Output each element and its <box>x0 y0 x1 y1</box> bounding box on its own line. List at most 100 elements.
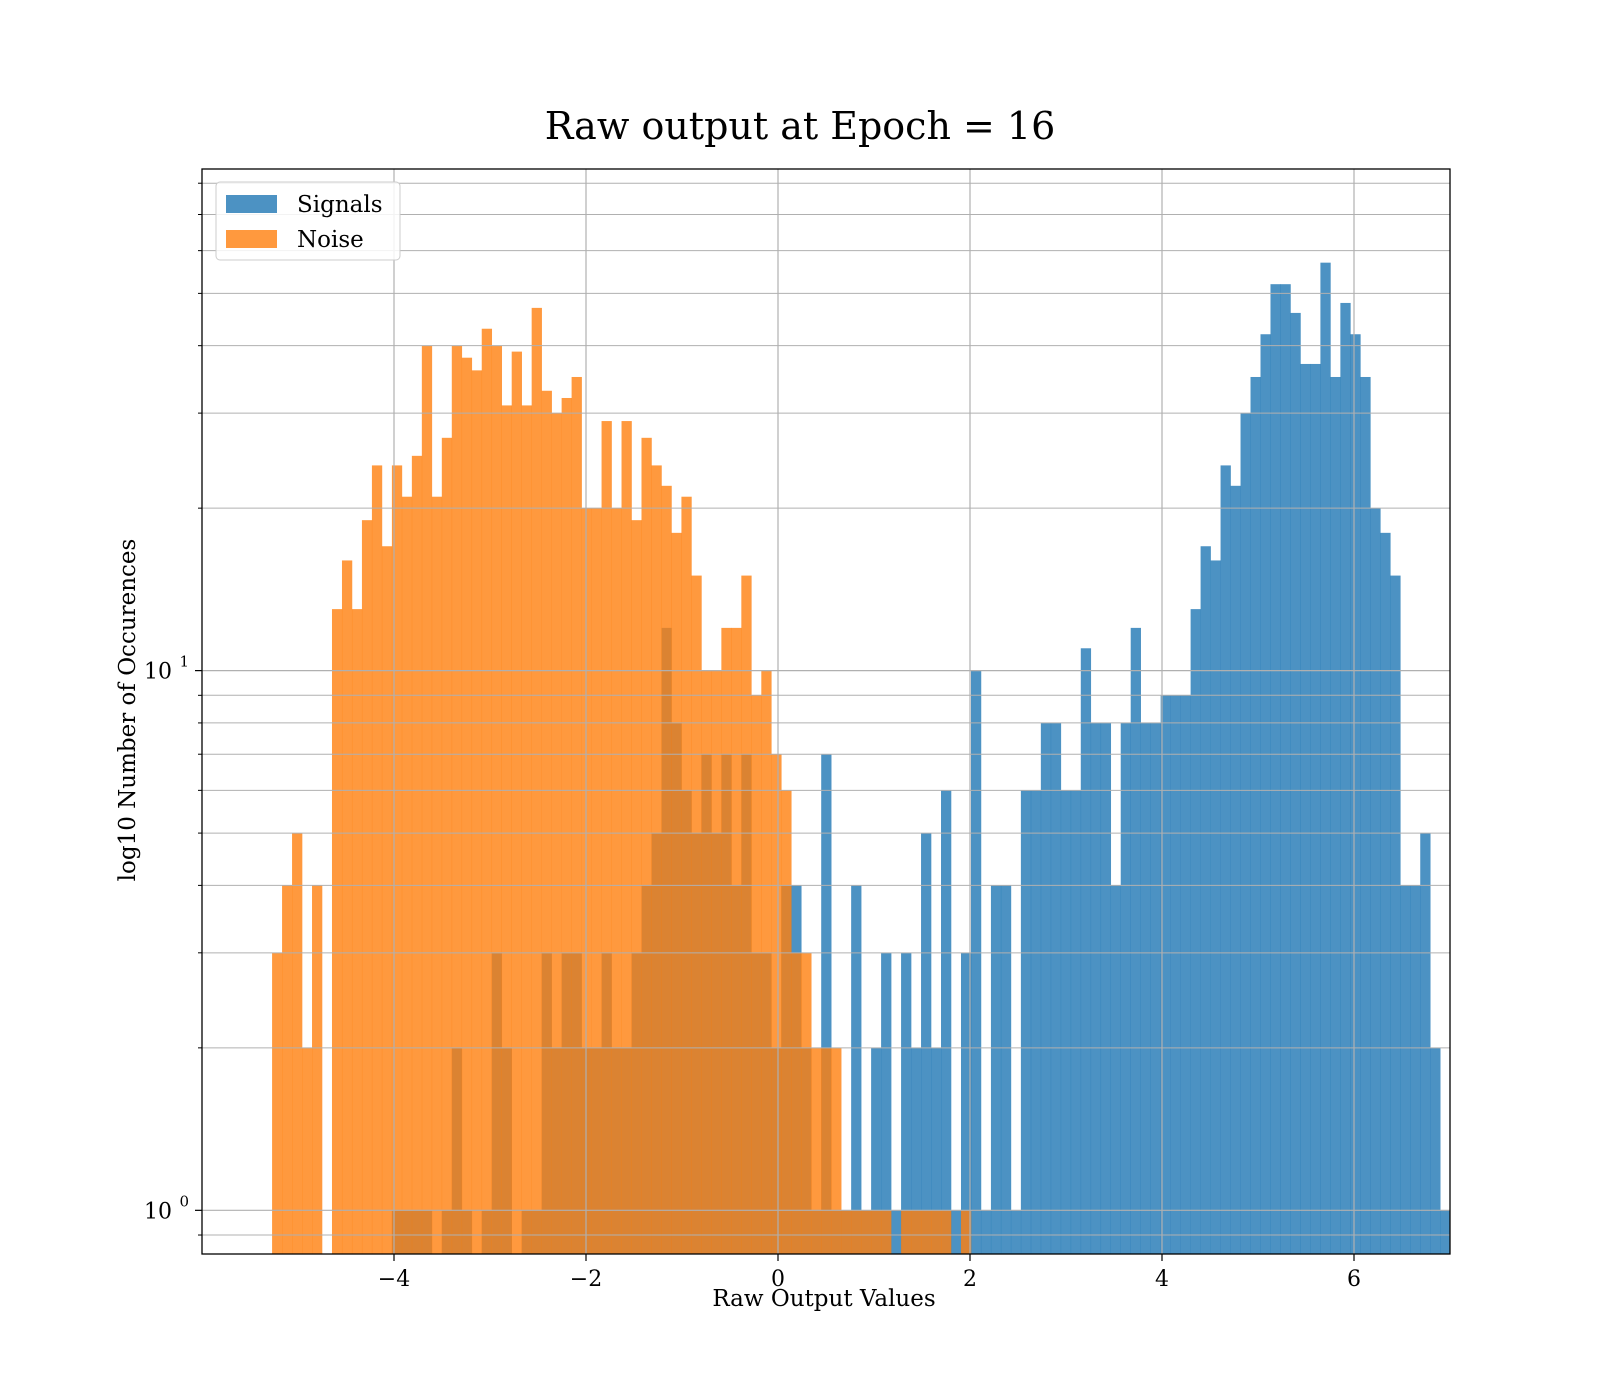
bar-noise <box>911 1210 922 1254</box>
bar-signals <box>1190 609 1201 1254</box>
bar-signals <box>941 790 952 1254</box>
bar-noise <box>531 307 542 1254</box>
y-tick-exponent: 0 <box>179 1192 189 1210</box>
x-tick-label: 6 <box>1347 1267 1361 1292</box>
bar-signals <box>1160 695 1171 1254</box>
bar-signals <box>960 952 972 1254</box>
x-tick-label: 0 <box>771 1267 785 1292</box>
bar-noise <box>611 508 622 1254</box>
bar-noise <box>731 627 742 1254</box>
bar-signals <box>851 885 862 1254</box>
bar-signals <box>980 1210 992 1254</box>
bar-noise <box>441 437 453 1254</box>
bar-signals <box>1340 302 1351 1254</box>
bar-signals <box>1410 885 1421 1254</box>
bar-noise <box>771 754 782 1254</box>
bar-signals <box>891 1210 902 1254</box>
bar-signals <box>1010 1210 1022 1254</box>
x-axis-label: Raw Output Values <box>712 1286 936 1312</box>
bar-noise <box>501 405 512 1254</box>
bar-noise <box>371 465 383 1254</box>
bar-noise <box>561 397 572 1254</box>
bar-signals <box>1180 695 1191 1254</box>
bar-noise <box>302 1047 313 1254</box>
bar-noise <box>751 695 762 1254</box>
bar-noise <box>341 560 353 1254</box>
bar-noise <box>282 885 293 1254</box>
bar-signals <box>1380 532 1391 1254</box>
bar-noise <box>401 496 413 1254</box>
bar-noise <box>431 496 443 1254</box>
bar-signals <box>1280 284 1291 1254</box>
bar-signals <box>911 1047 922 1254</box>
bar-signals <box>1120 722 1131 1254</box>
bars-group <box>272 262 1470 1254</box>
bar-signals <box>1320 262 1331 1254</box>
bar-noise <box>960 1210 972 1254</box>
bar-noise <box>901 1210 912 1254</box>
bar-signals <box>1400 885 1411 1254</box>
bar-noise <box>811 1047 822 1254</box>
x-tick-label: 4 <box>1155 1267 1169 1292</box>
bar-noise <box>292 833 303 1254</box>
plot-frame <box>201 168 1451 1255</box>
bar-signals <box>921 833 932 1254</box>
bar-signals <box>1260 334 1271 1254</box>
bar-signals <box>950 1210 962 1254</box>
bar-signals <box>1040 722 1052 1254</box>
bar-noise <box>491 345 503 1254</box>
bar-signals <box>1350 334 1361 1254</box>
bar-noise <box>631 520 642 1254</box>
bar-signals <box>1250 376 1261 1254</box>
bar-noise <box>591 508 602 1254</box>
bar-noise <box>681 496 692 1254</box>
bar-noise <box>581 508 592 1254</box>
x-tick-label: −4 <box>378 1267 410 1292</box>
bar-signals <box>1070 790 1082 1254</box>
y-tick-label: 10 <box>144 1199 172 1224</box>
bar-signals <box>1080 648 1092 1254</box>
bar-noise <box>841 1210 852 1254</box>
bar-noise <box>861 1210 872 1254</box>
y-axis-label: log10 Number of Occurences <box>115 538 141 882</box>
bar-signals <box>1390 575 1401 1254</box>
bar-signals <box>871 1047 882 1254</box>
bar-signals <box>1460 1048 1470 1254</box>
bar-signals <box>1230 485 1241 1254</box>
bar-noise <box>641 437 652 1254</box>
bar-noise <box>831 1047 842 1254</box>
bar-noise <box>721 627 732 1254</box>
bar-signals <box>1100 722 1112 1254</box>
bar-noise <box>481 328 493 1254</box>
bar-noise <box>511 351 522 1254</box>
bar-signals <box>1420 833 1431 1254</box>
bar-noise <box>272 952 283 1254</box>
bar-noise <box>781 790 792 1254</box>
x-tick-label: 2 <box>963 1267 977 1292</box>
bar-noise <box>471 370 483 1254</box>
bar-noise <box>741 575 752 1254</box>
bar-noise <box>821 1047 832 1254</box>
bar-signals <box>1030 790 1042 1254</box>
bar-noise <box>451 345 463 1254</box>
bar-signals <box>1150 722 1161 1254</box>
bar-noise <box>331 609 343 1254</box>
bar-signals <box>1360 376 1371 1254</box>
bar-noise <box>691 575 702 1254</box>
bar-noise <box>571 376 582 1254</box>
y-tick-exponent: 1 <box>179 653 189 671</box>
bar-noise <box>411 455 423 1254</box>
bar-noise <box>461 357 473 1254</box>
bar-signals <box>1290 312 1301 1254</box>
bar-noise <box>541 390 552 1254</box>
bar-signals <box>931 1047 942 1254</box>
bar-noise <box>521 405 532 1254</box>
bar-signals <box>1090 722 1102 1254</box>
bar-noise <box>871 1210 882 1254</box>
bar-noise <box>651 465 662 1254</box>
bar-noise <box>941 1210 952 1254</box>
x-tick-label: −2 <box>570 1267 602 1292</box>
bar-signals <box>1330 376 1341 1254</box>
bar-signals <box>1020 790 1032 1254</box>
bar-signals <box>1170 695 1181 1254</box>
